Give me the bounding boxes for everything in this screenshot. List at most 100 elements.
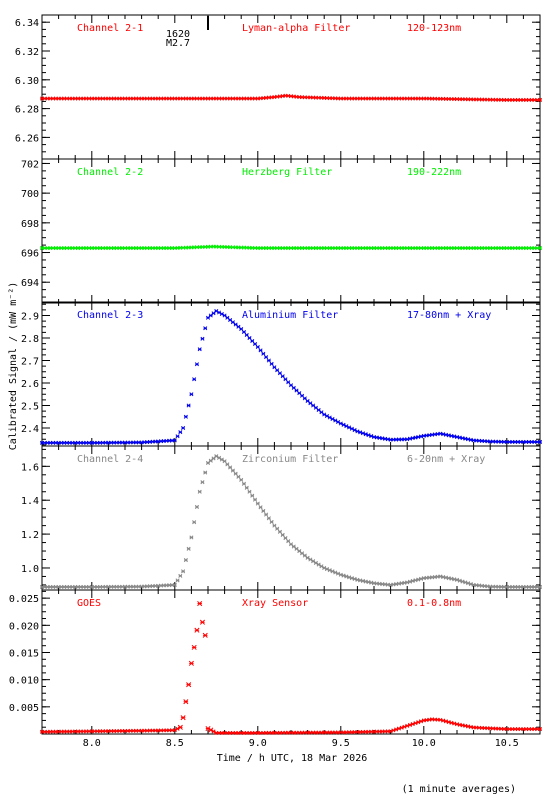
y-tick-label: 2.5 <box>21 402 39 413</box>
x-tick-label: 10.0 <box>412 738 436 749</box>
data-point <box>277 371 282 376</box>
data-point <box>228 465 233 470</box>
y-tick-label: 2.7 <box>21 357 39 368</box>
panel-filter-label: Lyman-alpha Filter <box>242 23 350 34</box>
data-point <box>269 519 274 525</box>
y-tick-label: 0.015 <box>9 648 39 659</box>
data-point <box>283 535 288 541</box>
y-tick-label: 0.010 <box>9 676 39 687</box>
data-point <box>272 523 277 528</box>
data-point <box>247 489 252 494</box>
data-point <box>537 439 543 445</box>
panel-filter-label: Herzberg Filter <box>242 167 332 178</box>
y-tick-label: 0.020 <box>9 621 39 632</box>
y-tick-label: 698 <box>21 219 39 230</box>
y-axis-title: Calibrated Signal / (mW m⁻²) <box>8 282 19 451</box>
panel-channel-label: Channel 2-1 <box>77 23 143 34</box>
data-point <box>250 338 255 344</box>
panel-frame <box>41 445 541 591</box>
data-point <box>194 627 200 633</box>
panel-channel-label: Channel 2-2 <box>77 167 143 178</box>
panel-channel-label: Channel 2-4 <box>77 454 143 465</box>
data-point <box>280 532 285 537</box>
data-point <box>202 632 208 638</box>
data-point <box>203 470 208 475</box>
data-point <box>258 505 263 510</box>
data-point <box>183 699 189 705</box>
flare-peak-time-label: 1620 <box>166 29 190 40</box>
data-point <box>286 539 291 544</box>
y-tick-label: 702 <box>21 159 39 170</box>
data-point <box>172 582 177 587</box>
x-tick-label: 9.0 <box>249 738 267 749</box>
data-point <box>241 329 247 335</box>
panel-band-label: 6-20nm + Xray <box>407 454 485 465</box>
panel-band-label: 0.1-0.8nm <box>407 598 461 609</box>
data-point <box>239 477 244 482</box>
panel-frame <box>41 158 541 304</box>
data-point <box>272 365 277 370</box>
data-point <box>275 368 280 373</box>
data-point <box>537 246 543 251</box>
data-point <box>255 344 260 350</box>
data-point <box>192 520 197 525</box>
x-tick-label: 10.5 <box>495 738 519 749</box>
y-tick-label: 700 <box>21 189 39 200</box>
data-point <box>200 336 205 341</box>
data-point <box>225 462 230 467</box>
panel-band-label: 17-80nm + Xray <box>407 310 491 321</box>
y-tick-label: 0.005 <box>9 703 39 714</box>
data-point <box>255 501 260 506</box>
data-point <box>266 358 271 363</box>
data-point <box>197 347 202 352</box>
data-point <box>178 573 183 578</box>
data-point <box>189 535 194 540</box>
y-tick-label: 0.025 <box>9 594 39 605</box>
y-tick-label: 6.28 <box>15 105 39 116</box>
x-axis-title: Time / h UTC, 18 Mar 2026 <box>217 753 368 764</box>
data-point <box>241 481 247 486</box>
data-point <box>183 558 188 563</box>
data-point <box>197 601 203 607</box>
panel-filter-label: Xray Sensor <box>242 598 308 609</box>
data-point <box>537 97 543 103</box>
data-point <box>266 516 271 521</box>
data-point <box>247 335 252 341</box>
data-point <box>183 414 188 419</box>
panel-filter-label: Aluminium Filter <box>242 310 338 321</box>
data-point <box>275 526 280 531</box>
y-tick-label: 1.0 <box>21 564 39 575</box>
data-point <box>537 584 543 590</box>
y-tick-label: 6.32 <box>15 47 39 58</box>
panel-4: 1.0 1.2 1.4 1.6 Channel 2-4 Zirconium Filter 6… <box>21 445 543 591</box>
data-point <box>250 493 255 498</box>
data-point <box>186 403 191 408</box>
data-point <box>197 489 202 494</box>
data-point <box>236 474 241 479</box>
data-point <box>180 715 186 721</box>
panel-3: 2.4 2.5 2.6 2.7 2.8 2.9 Channel 2-3 Aluminium F… <box>21 301 543 447</box>
panel-channel-label: GOES <box>77 598 101 609</box>
data-point <box>244 485 249 490</box>
data-point <box>264 512 269 517</box>
panel-channel-label: Channel 2-3 <box>77 310 143 321</box>
y-tick-label: 2.9 <box>21 312 39 323</box>
data-point <box>186 682 192 688</box>
data-point <box>203 326 208 331</box>
flare-class-label: M2.7 <box>166 38 190 49</box>
data-point <box>222 459 227 464</box>
data-point <box>177 724 183 730</box>
panel-1: 6.26 6.28 6.30 6.32 6.34 Channel 2-1 Lyman-alp… <box>15 14 543 160</box>
y-tick-label: 2.6 <box>21 379 39 390</box>
data-point <box>172 438 177 443</box>
data-point <box>188 660 194 666</box>
panel-2: 694 696 698 700 702 Channel 2-2 Herzberg Filte… <box>21 158 543 304</box>
data-point <box>192 377 197 382</box>
x-tick-label: 9.5 <box>332 738 350 749</box>
y-tick-label: 696 <box>21 249 39 260</box>
data-point <box>261 508 266 513</box>
data-point <box>194 504 199 510</box>
y-tick-label: 2.4 <box>21 424 39 435</box>
y-tick-label: 6.34 <box>15 18 39 29</box>
